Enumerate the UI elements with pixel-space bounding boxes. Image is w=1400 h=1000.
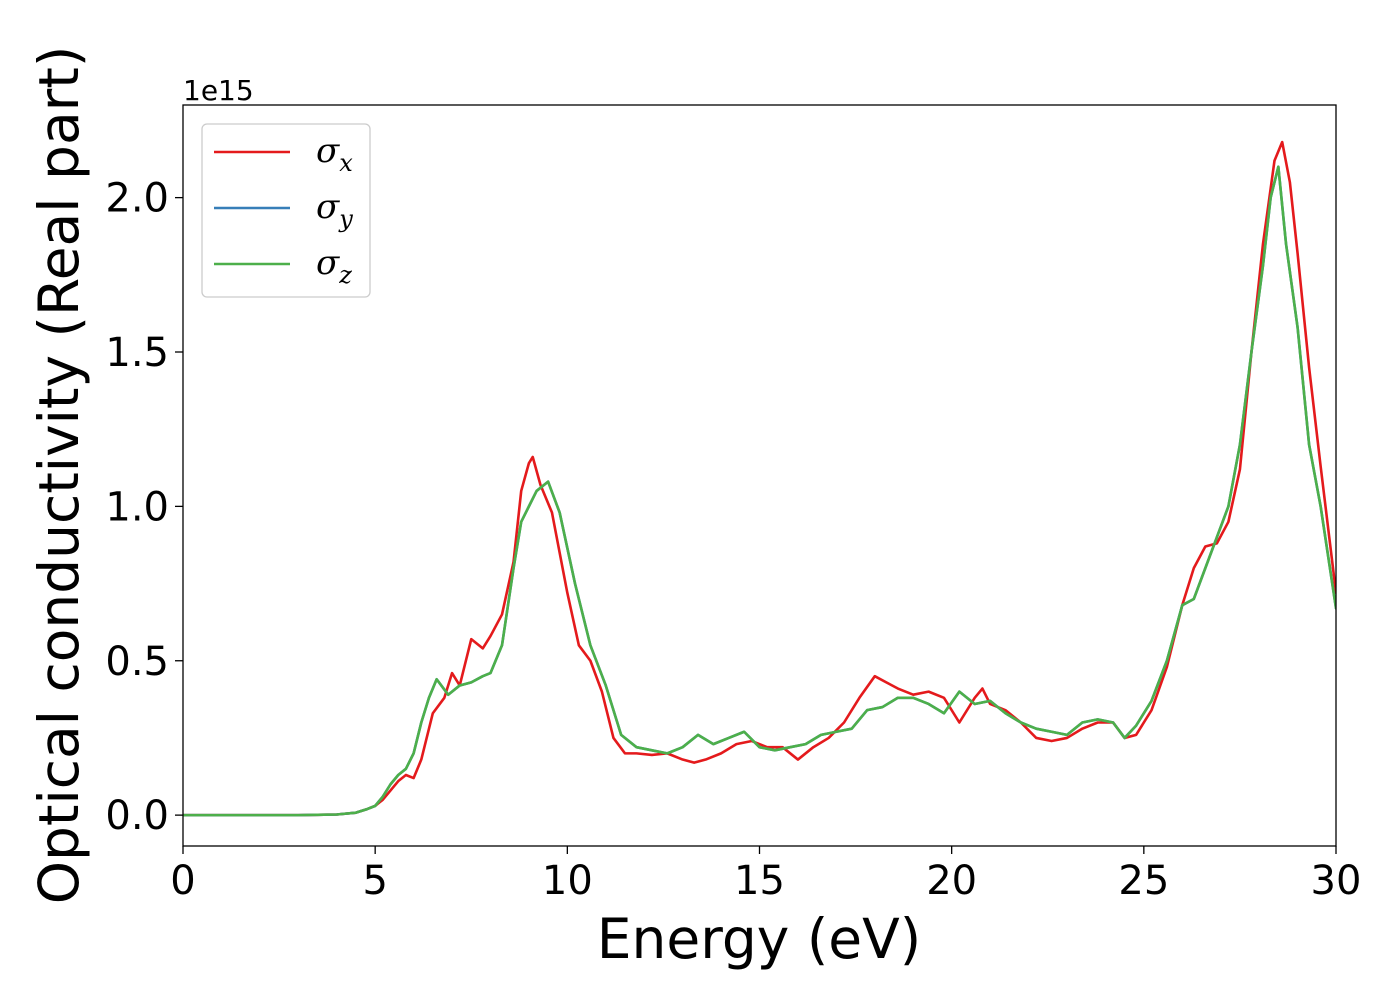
x-axis: 0 5 10 15 20 25 30 (170, 846, 1361, 904)
legend-symbol: σ (316, 243, 340, 283)
y-axis: 0.0 0.5 1.0 1.5 2.0 (105, 176, 183, 839)
y-tick-label: 2.0 (105, 176, 169, 222)
plot-area (182, 104, 1337, 847)
x-tick-label: 0 (170, 858, 195, 904)
legend-symbol: σ (316, 131, 340, 171)
legend-box (201, 123, 371, 298)
legend-subscript: z (338, 261, 352, 289)
x-tick-label: 30 (1311, 858, 1362, 904)
y-tick-label: 0.0 (105, 793, 169, 839)
legend-label-y: σy (316, 187, 353, 233)
x-tick-label: 10 (542, 858, 593, 904)
series-line-z (183, 165, 1336, 817)
x-tick-label: 20 (926, 858, 977, 904)
y-axis-title: Optical conductivity (Real part) (27, 46, 91, 905)
legend-label-z: σz (316, 243, 352, 289)
x-tick-label: 15 (734, 858, 785, 904)
legend-subscript: x (339, 149, 353, 177)
legend-subscript: y (338, 205, 353, 233)
y-offset-text: 1e15 (183, 74, 254, 107)
y-tick-label: 1.5 (105, 330, 169, 376)
y-tick-label: 0.5 (105, 639, 169, 685)
x-tick-label: 5 (362, 858, 387, 904)
series-layer (183, 140, 1336, 817)
x-tick-label: 25 (1118, 858, 1169, 904)
x-axis-title: Energy (eV) (597, 907, 921, 971)
legend-symbol: σ (316, 187, 340, 227)
y-tick-label: 1.0 (105, 484, 169, 530)
legend-label-x: σx (316, 131, 353, 177)
